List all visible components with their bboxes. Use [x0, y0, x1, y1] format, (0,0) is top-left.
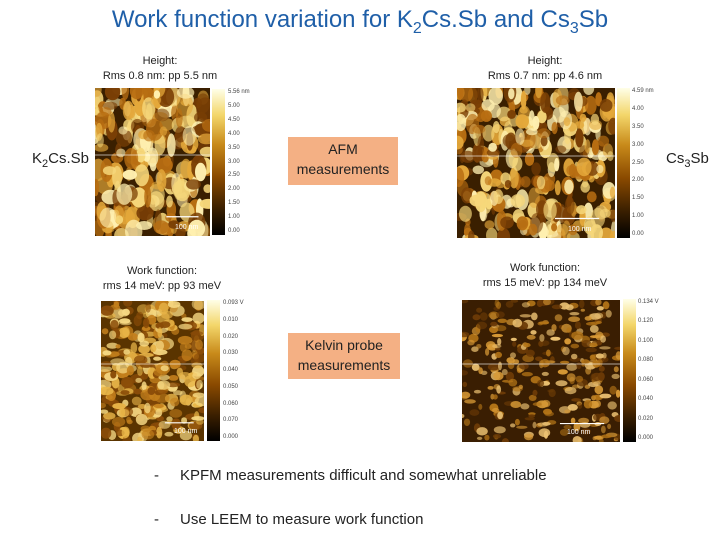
colorbar-tick-label: 3.00 [632, 141, 644, 148]
kelvin-left-scale-label: 100 nm [174, 428, 198, 435]
colorbar-tick-label: 0.070 [223, 417, 239, 424]
afm-left-image [95, 88, 210, 236]
bullet-leem: - Use LEEM to measure work function [154, 511, 424, 528]
colorbar-tick-label: 3.00 [228, 158, 240, 165]
kelvin-left-image [101, 301, 204, 441]
colorbar-tick-label: 4.59 nm [632, 88, 654, 94]
kelvin-right-caption: Work function: rms 15 meV: pp 134 meV [482, 262, 608, 289]
colorbar-tick-label: 2.00 [632, 177, 644, 184]
afm-left-scale-label: 100 nm [175, 224, 199, 231]
colorbar-tick-label: 1.00 [632, 213, 644, 220]
afm-measurements-box: AFM measurements [288, 137, 398, 185]
kelvin-right-scale-label: 100 nm [567, 429, 591, 436]
colorbar-tick-label: 0.020 [638, 415, 654, 422]
kelvin-left-caption: Work function: rms 14 meV: pp 93 meV [102, 265, 222, 292]
kelvin-left-colorbar [207, 300, 220, 441]
afm-right-colorbar-ticks: 4.59 nm 4.00 3.50 3.00 2.50 2.00 1.50 1.00 0.00 [632, 88, 662, 238]
afm-right-image [457, 88, 615, 238]
colorbar-tick-label: 0.00 [632, 231, 644, 237]
colorbar-tick-label: 4.50 [228, 116, 240, 123]
afm-right-colorbar [617, 88, 630, 238]
colorbar-tick-label: 4.00 [632, 105, 644, 112]
colorbar-tick-label: 0.100 [638, 337, 654, 344]
bullet-kpfm: - KPFM measurements difficult and somewha… [154, 467, 547, 484]
colorbar-tick-label: 0.134 V [638, 299, 659, 305]
kelvin-measurements-box: Kelvin probe measurements [288, 333, 400, 379]
kelvin-right-colorbar-ticks: 0.134 V 0.120 0.100 0.080 0.060 0.040 0.020 0.0… [638, 299, 672, 442]
colorbar-tick-label: 0.030 [223, 350, 239, 357]
afm-left-colorbar-ticks: 5.56 nm 5.00 4.50 4.00 3.50 3.00 2.50 2.00 1.50 1… [228, 89, 258, 235]
kelvin-right-colorbar [623, 299, 636, 442]
colorbar-tick-label: 2.50 [228, 172, 240, 179]
colorbar-tick-label: 0.120 [638, 318, 654, 325]
colorbar-tick-label: 0.00 [228, 228, 240, 234]
colorbar-tick-label: 0.060 [223, 400, 239, 407]
colorbar-tick-label: 2.00 [228, 186, 240, 193]
colorbar-tick-label: 5.00 [228, 102, 240, 109]
kelvin-right-image [462, 300, 620, 442]
colorbar-tick-label: 0.080 [638, 357, 654, 364]
colorbar-tick-label: 0.040 [638, 396, 654, 403]
afm-right-scale-label: 100 nm [568, 226, 592, 233]
colorbar-tick-label: 0.010 [223, 316, 239, 323]
colorbar-tick-label: 0.060 [638, 376, 654, 383]
colorbar-tick-label: 0.040 [223, 367, 239, 373]
colorbar-tick-label: 1.50 [632, 195, 644, 202]
label-cs3sb: Cs3Sb [666, 150, 709, 170]
colorbar-tick-label: 0.050 [223, 383, 239, 390]
colorbar-tick-label: 5.56 nm [228, 89, 250, 95]
colorbar-tick-label: 3.50 [632, 123, 644, 130]
colorbar-tick-label: 3.50 [228, 144, 240, 151]
kelvin-left-colorbar-ticks: 0.093 V 0.010 0.020 0.030 0.040 0.050 0.060 0.0… [223, 300, 257, 441]
colorbar-tick-label: 0.020 [223, 333, 239, 340]
colorbar-tick-label: 1.50 [228, 200, 240, 207]
colorbar-tick-label: 2.50 [632, 159, 644, 166]
colorbar-tick-label: 1.00 [228, 214, 240, 221]
afm-right-caption: Height: Rms 0.7 nm: pp 4.6 nm [487, 55, 603, 82]
colorbar-tick-label: 0.000 [223, 434, 239, 440]
afm-left-colorbar [212, 89, 225, 235]
colorbar-tick-label: 4.00 [228, 130, 240, 137]
colorbar-tick-label: 0.000 [638, 435, 654, 441]
afm-left-caption: Height: Rms 0.8 nm: pp 5.5 nm [102, 55, 218, 82]
slide-title: Work function variation for K2Cs.Sb and … [111, 6, 609, 37]
label-k2cssb: K2Cs.Sb [32, 150, 89, 170]
colorbar-tick-label: 0.093 V [223, 300, 244, 306]
